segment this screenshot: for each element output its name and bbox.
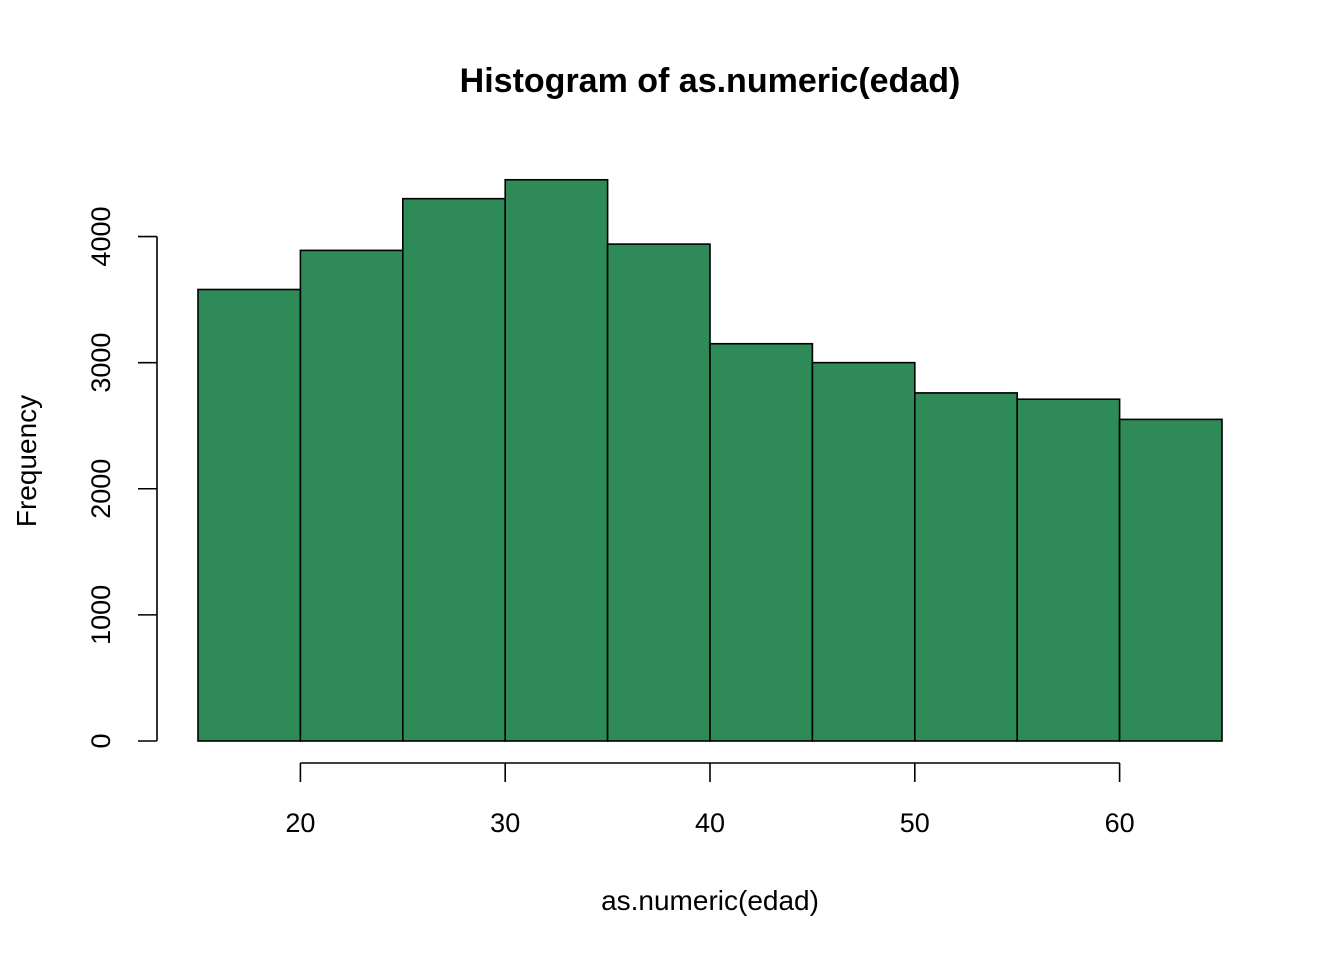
histogram-bar xyxy=(606,243,711,742)
y-tick-label: 4000 xyxy=(86,206,116,266)
y-tick-label: 0 xyxy=(86,733,116,748)
histogram-bar xyxy=(709,342,814,742)
y-tick-label: 1000 xyxy=(86,585,116,645)
histogram-bar xyxy=(197,288,302,742)
y-axis-label: Frequency xyxy=(11,395,42,527)
histogram-bar xyxy=(504,178,609,742)
histogram-bar xyxy=(299,249,404,742)
x-axis: 20 30 40 50 60 xyxy=(285,762,1135,838)
x-tick-label: 40 xyxy=(695,808,725,838)
bars-group xyxy=(197,178,1223,742)
histogram-bar xyxy=(401,197,506,742)
histogram-bar xyxy=(1016,398,1121,742)
histogram-bar xyxy=(913,392,1018,742)
y-tick-label: 3000 xyxy=(86,333,116,393)
chart-title: Histogram of as.numeric(edad) xyxy=(460,62,961,100)
y-axis: 0 1000 2000 3000 4000 xyxy=(86,206,158,749)
x-tick-label: 20 xyxy=(285,808,315,838)
x-axis-label: as.numeric(edad) xyxy=(601,885,819,916)
histogram-bar xyxy=(811,361,916,742)
y-tick-label: 2000 xyxy=(86,459,116,519)
x-tick-label: 30 xyxy=(490,808,520,838)
x-tick-label: 50 xyxy=(900,808,930,838)
histogram-bar xyxy=(1118,418,1223,742)
x-tick-label: 60 xyxy=(1105,808,1135,838)
